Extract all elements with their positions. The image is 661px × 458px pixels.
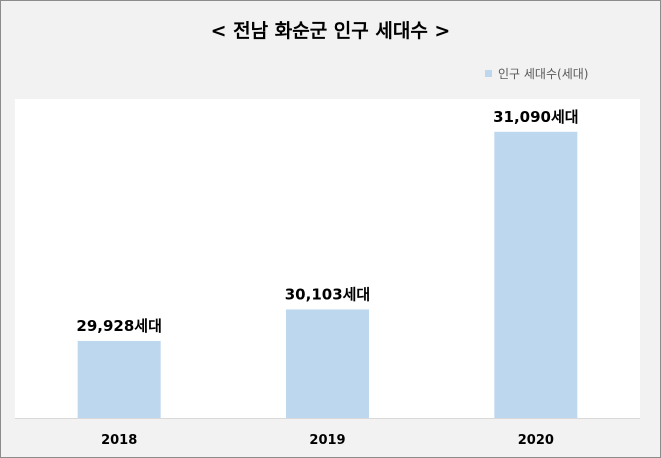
- legend-label: 인구 세대수(세대): [498, 67, 589, 81]
- x-tick-label-2019: 2019: [309, 433, 345, 448]
- bar-2020: [494, 131, 578, 419]
- x-tick-label-2020: 2020: [518, 433, 554, 448]
- bar-2019: [286, 309, 369, 418]
- x-tick-label-2018: 2018: [101, 433, 137, 448]
- legend-swatch: [485, 70, 492, 77]
- chart-title: < 전남 화순군 인구 세대수 >: [210, 20, 451, 42]
- bar-2018: [77, 340, 161, 418]
- data-label-2018: 29,928세대: [76, 317, 161, 335]
- data-label-2019: 30,103세대: [285, 285, 370, 303]
- bars-group: 29,928세대 30,103세대 31,090세대: [76, 108, 579, 419]
- legend: 인구 세대수(세대): [485, 65, 588, 82]
- data-label-2020: 31,090세대: [493, 108, 578, 126]
